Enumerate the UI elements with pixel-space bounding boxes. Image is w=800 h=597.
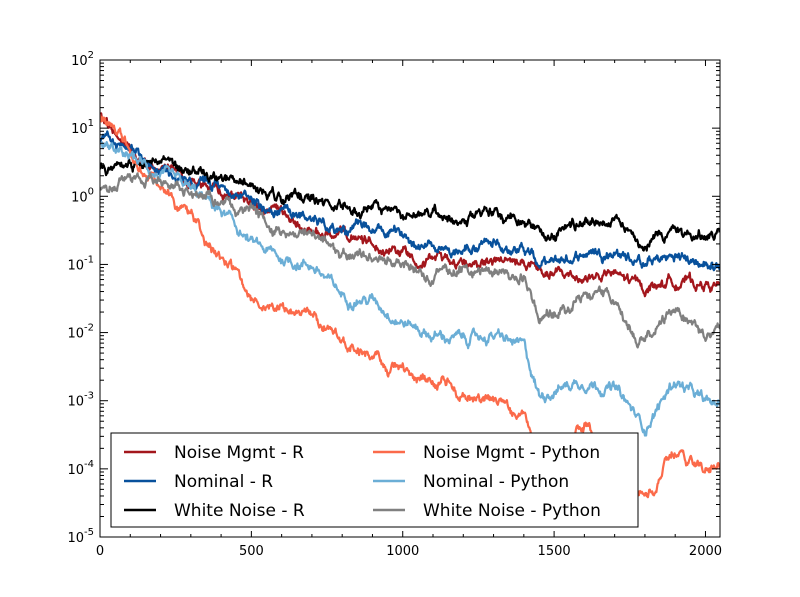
series-line-3	[100, 155, 720, 252]
legend-label-6: White Noise - Python	[423, 501, 601, 521]
y-tick-label: 10-4	[67, 459, 94, 478]
y-tick-label: 100	[71, 186, 94, 205]
legend-label-1: Noise Mgmt - R	[174, 443, 304, 463]
x-axis: 0 500 1000 1500 2000	[96, 60, 722, 559]
x-tick-label: 1000	[386, 544, 419, 559]
y-tick-label: 102	[71, 50, 94, 69]
legend: Noise Mgmt - R Nominal - R White Noise - R…	[110, 432, 639, 528]
y-tick-label: 101	[71, 118, 94, 137]
axes-frame	[99, 59, 721, 538]
x-tick-label: 500	[239, 544, 264, 559]
x-tick-label: 1500	[538, 544, 571, 559]
y-tick-label: 10-3	[67, 391, 94, 410]
legend-label-2: Nominal - R	[174, 472, 273, 492]
series-line-2	[100, 130, 720, 272]
series-line-1	[100, 112, 720, 298]
y-tick-label: 10-5	[67, 527, 94, 546]
legend-label-3: White Noise - R	[174, 501, 305, 521]
y-tick-label: 10-2	[67, 323, 94, 342]
series-line-6	[100, 171, 720, 349]
x-tick-label: 2000	[689, 544, 722, 559]
y-tick-label: 10-1	[67, 254, 94, 273]
y-axis: 10-5 10-4 10-3 10-2 10-1 100 101 102	[67, 50, 720, 546]
legend-label-5: Nominal - Python	[423, 472, 569, 492]
x-tick-label: 0	[96, 544, 104, 559]
legend-label-4: Noise Mgmt - Python	[423, 443, 600, 463]
